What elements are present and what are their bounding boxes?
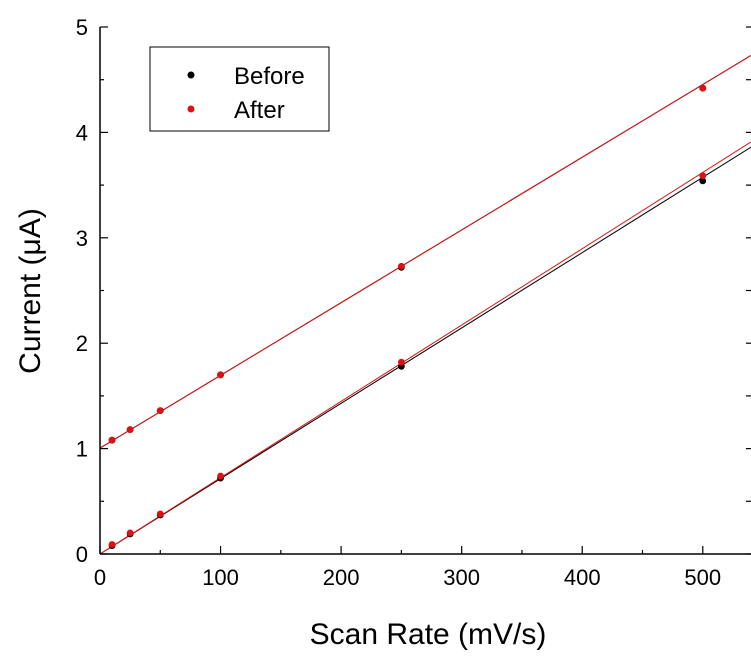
point-after-1-4 <box>397 358 405 366</box>
x-tick-label-2: 200 <box>323 565 360 590</box>
x-tick-label-4: 400 <box>564 565 601 590</box>
x-tick-label-3: 300 <box>443 565 480 590</box>
x-axis-title: Scan Rate (mV/s) <box>310 618 547 651</box>
data-points <box>108 84 707 549</box>
y-tick-label-4: 4 <box>76 120 88 145</box>
point-after-1-0 <box>108 541 116 548</box>
legend-label-after: After <box>234 97 285 124</box>
y-tick-label-3: 3 <box>76 226 88 251</box>
tick-labels: 0 100 200 300 400 500 0 1 2 3 4 5 <box>76 15 721 590</box>
x-tick-label-1: 100 <box>202 565 239 590</box>
legend-label-before: Before <box>234 63 305 90</box>
x-tick-label-0: 0 <box>94 565 106 590</box>
fit-line-1 <box>99 146 751 555</box>
point-after-1-5 <box>699 172 707 180</box>
point-after-0-4 <box>397 262 405 270</box>
point-before-1-5 <box>699 177 707 185</box>
point-after-0-5 <box>699 84 707 92</box>
fit-line-3 <box>99 141 751 555</box>
y-tick-label-5: 5 <box>76 15 88 40</box>
point-after-1-2 <box>156 510 164 518</box>
point-after-0-2 <box>156 407 164 415</box>
point-after-0-0 <box>108 436 116 444</box>
point-after-1-1 <box>126 529 134 537</box>
point-after-0-3 <box>217 371 224 379</box>
point-after-1-3 <box>217 472 224 480</box>
legend-box <box>149 46 330 132</box>
fit-lines <box>99 55 751 555</box>
legend-marker-after <box>187 105 195 113</box>
y-tick-label-0: 0 <box>76 542 88 567</box>
legend-marker-before <box>187 71 195 79</box>
legend: Before After <box>149 46 330 132</box>
y-axis-title: Current (μA) <box>14 208 47 374</box>
x-tick-label-5: 500 <box>684 565 721 590</box>
axes <box>99 26 751 555</box>
point-after-0-1 <box>126 426 134 434</box>
y-tick-label-2: 2 <box>76 331 88 356</box>
y-tick-label-1: 1 <box>76 437 88 462</box>
fit-line-2 <box>99 55 751 449</box>
